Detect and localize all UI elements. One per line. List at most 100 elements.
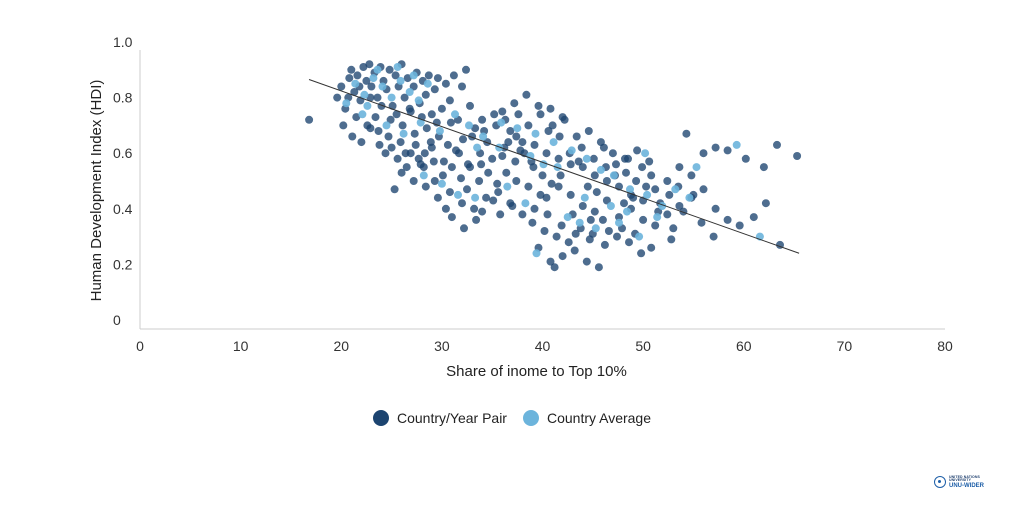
data-point-pair [540, 227, 549, 235]
data-point-pair [508, 202, 517, 210]
data-point-average [495, 143, 504, 152]
data-point-pair [620, 199, 628, 208]
y-tick-label: 0 [113, 312, 121, 328]
data-point-pair [615, 213, 623, 222]
data-point-pair [398, 121, 407, 130]
data-point-pair [647, 243, 656, 252]
data-point-average [454, 190, 462, 199]
data-point-pair [590, 171, 599, 180]
data-point-average [521, 199, 530, 208]
data-point-pair [555, 132, 564, 141]
data-point-pair [397, 168, 406, 177]
data-point-pair [667, 235, 676, 244]
data-point-pair [458, 199, 466, 208]
data-point-average [532, 249, 541, 258]
data-point-pair [687, 171, 696, 180]
data-point-pair [409, 82, 418, 91]
data-point-pair [669, 224, 678, 233]
data-point-pair [385, 65, 394, 74]
data-point-pair [538, 171, 547, 180]
x-tick-label: 0 [136, 338, 144, 354]
data-point-average [503, 182, 512, 191]
data-point-pair [381, 149, 390, 158]
data-point-pair [512, 177, 521, 185]
data-point-pair [600, 240, 609, 249]
data-point-pair [544, 127, 553, 135]
data-point-pair [506, 127, 515, 135]
data-point-average [606, 202, 615, 210]
data-point-average [409, 71, 418, 80]
data-point-pair [651, 221, 660, 230]
logo-text: UNITED NATIONS UNIVERSITY UNU-WIDER [949, 475, 984, 489]
data-point-pair [534, 101, 543, 110]
y-tick-label: 0.4 [113, 201, 133, 217]
data-point-pair [548, 121, 557, 130]
data-point-pair [420, 149, 429, 158]
data-point-average [358, 110, 367, 119]
data-point-pair [478, 207, 487, 216]
data-point-pair [478, 115, 487, 124]
data-point-pair [632, 177, 641, 185]
data-point-average [692, 163, 701, 172]
data-point-pair [443, 140, 452, 149]
data-point-average [437, 179, 446, 188]
data-point-pair [466, 163, 474, 172]
data-point-pair [504, 138, 513, 147]
data-point-average [435, 127, 444, 135]
legend-label-average: Country Average [546, 410, 651, 426]
data-point-pair [466, 101, 474, 110]
data-point-pair [613, 232, 621, 241]
data-point-average [513, 124, 522, 133]
data-point-pair [463, 185, 471, 194]
data-point-average [473, 143, 482, 152]
data-point-average [653, 213, 662, 222]
data-point-pair [433, 74, 442, 83]
data-point-average [479, 132, 488, 141]
data-point-pair [578, 163, 587, 172]
data-point-pair [723, 215, 732, 224]
data-point-pair [449, 71, 458, 80]
legend-item-average[interactable]: Country Average [522, 410, 651, 426]
data-point-pair [384, 132, 393, 141]
data-point-average [414, 96, 423, 105]
legend-item-pair[interactable]: Country/Year Pair [372, 410, 507, 426]
data-point-average [575, 218, 584, 227]
data-point-pair [362, 76, 371, 85]
data-point-average [580, 193, 589, 202]
data-point-pair [482, 193, 491, 202]
data-point-pair [424, 71, 433, 80]
data-point-pair [421, 182, 430, 191]
data-point-average [531, 129, 540, 138]
data-point-pair [518, 210, 527, 219]
data-point-pair [536, 190, 545, 199]
x-tick-label: 30 [434, 338, 450, 354]
data-point-pair [564, 238, 573, 247]
data-point-average [596, 165, 605, 174]
data-point-average [387, 93, 396, 102]
y-tick-label: 1.0 [113, 34, 133, 50]
data-point-average [623, 207, 631, 216]
legend-label-pair: Country/Year Pair [396, 410, 507, 426]
data-point-pair [793, 152, 802, 160]
data-point-pair [582, 257, 591, 266]
data-point-pair [577, 143, 586, 152]
data-point-pair [391, 71, 400, 80]
data-point-pair [447, 163, 456, 172]
data-point-pair [496, 210, 505, 219]
data-point-pair [608, 149, 617, 158]
data-point-pair [543, 210, 552, 219]
data-point-average [615, 218, 623, 227]
data-point-pair [447, 213, 456, 222]
data-point-pair [624, 154, 632, 163]
data-point-pair [522, 90, 531, 99]
data-point-pair [554, 154, 563, 163]
data-point-pair [371, 113, 380, 122]
data-point-pair [584, 127, 593, 135]
x-axis-title: Share of inome to Top 10% [446, 363, 627, 380]
data-point-pair [558, 113, 567, 122]
data-point-pair [697, 218, 706, 227]
logo-line-2: UNIVERSITY [949, 478, 972, 482]
data-point-average [378, 82, 387, 91]
data-point-pair [390, 185, 399, 194]
data-point-pair [711, 143, 720, 152]
